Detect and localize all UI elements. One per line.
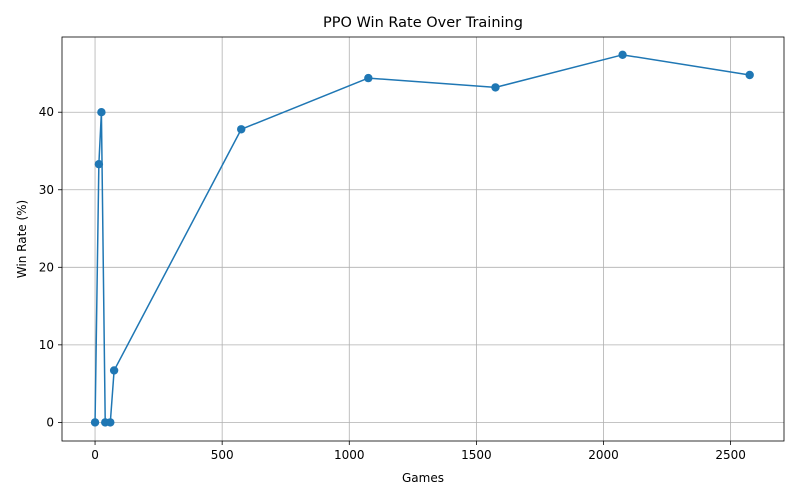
y-tick-label: 20 xyxy=(39,260,54,274)
y-tick-label: 10 xyxy=(39,338,54,352)
data-point xyxy=(97,108,106,117)
data-point xyxy=(94,159,104,169)
y-tick-label: 0 xyxy=(46,415,54,429)
data-point xyxy=(90,418,100,427)
x-axis-label: Games xyxy=(402,471,444,485)
y-axis-label: Win Rate (%) xyxy=(15,200,29,278)
data-point xyxy=(618,50,627,60)
grid-layer xyxy=(62,37,784,441)
plot-frame xyxy=(61,36,785,442)
series-layer xyxy=(90,50,754,427)
data-point xyxy=(364,73,373,83)
x-tick-label: 2000 xyxy=(588,448,619,462)
x-tick-label: 1500 xyxy=(461,448,492,462)
data-point xyxy=(491,83,500,92)
data-point xyxy=(109,366,119,375)
data-point xyxy=(106,418,115,427)
chart-title: PPO Win Rate Over Training xyxy=(323,15,523,31)
x-tick-label: 2500 xyxy=(715,448,746,462)
y-tick-label: 40 xyxy=(39,105,54,119)
data-point xyxy=(237,125,246,134)
x-tick-label: 1000 xyxy=(334,448,365,462)
tick-layer: 0 500 1000 1500 2000 2500 0 10 20 30 40 xyxy=(39,105,746,462)
x-tick-label: 0 xyxy=(91,448,99,462)
y-tick-label: 30 xyxy=(39,183,54,197)
series-line xyxy=(94,54,751,424)
data-point xyxy=(745,70,754,80)
x-tick-label: 500 xyxy=(211,448,234,462)
